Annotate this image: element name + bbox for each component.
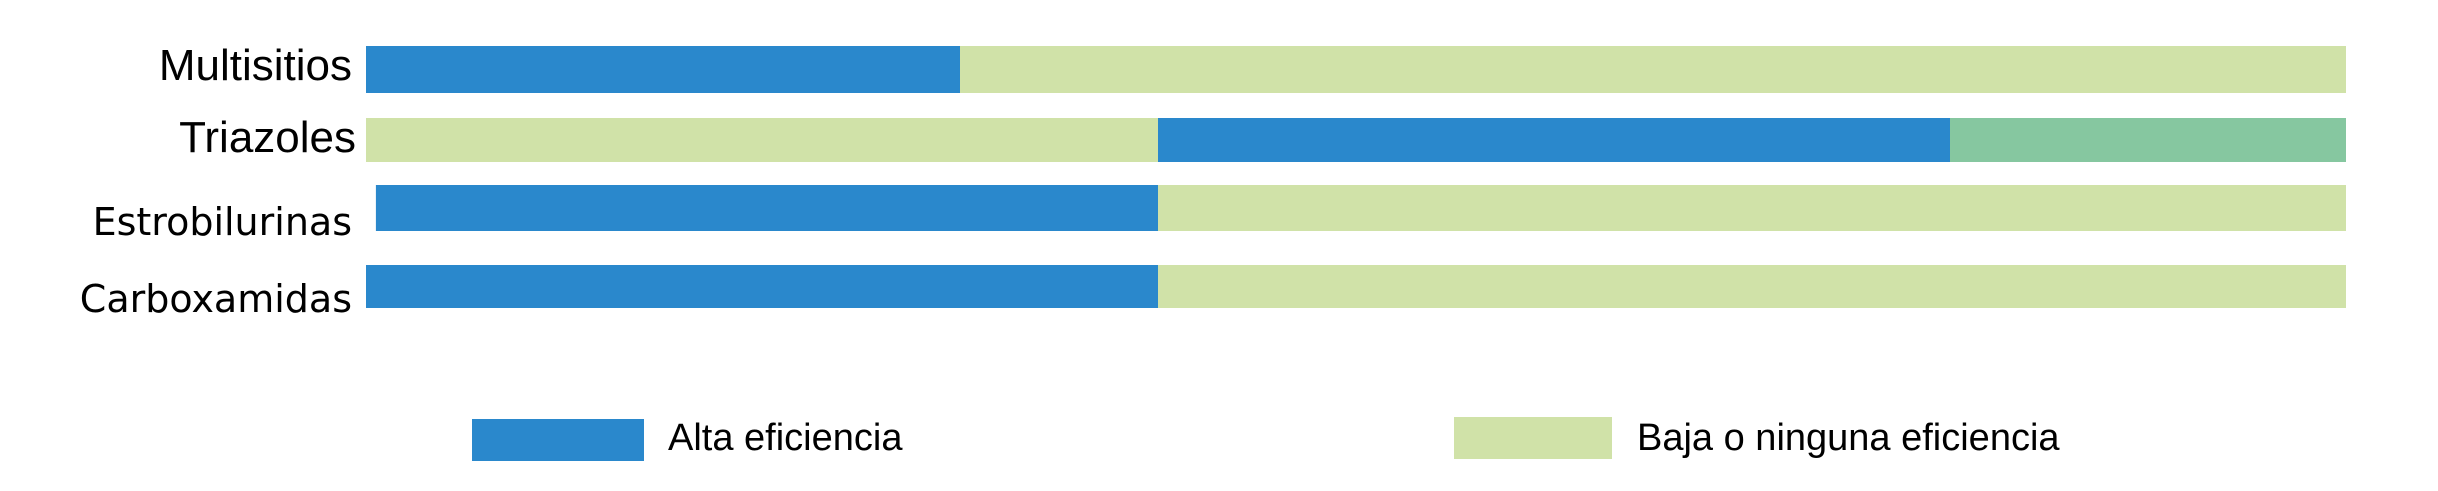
legend-label-baja: Baja o ninguna eficiencia: [1637, 417, 2060, 459]
category-label: Triazoles: [179, 113, 356, 162]
category-label: Multisitios: [159, 41, 352, 90]
category-label: Estrobilurinas: [93, 200, 352, 244]
bar-segment-alta: [1158, 118, 1950, 162]
legend: Alta eficiencia Baja o ninguna eficienci…: [472, 417, 2060, 461]
bars: [366, 46, 2346, 308]
legend-swatch-alta: [472, 419, 644, 461]
bar-segment-baja: [1158, 185, 2346, 231]
legend-swatch-baja: [1454, 417, 1612, 459]
bar-segment-baja: [960, 46, 2346, 93]
category-label: Carboxamidas: [80, 277, 352, 321]
bar-segment-alta: [375, 185, 1158, 231]
bar-segment-alta: [366, 46, 960, 93]
legend-label-alta: Alta eficiencia: [668, 417, 903, 459]
category-labels: Multisitios Triazoles Estrobilurinas Car…: [80, 41, 356, 321]
bar-segment-alta: [366, 265, 1158, 308]
bar-segment-media: [1950, 118, 2346, 162]
bar-segment-baja: [1158, 265, 2346, 308]
bar-segment-baja: [366, 118, 1158, 162]
